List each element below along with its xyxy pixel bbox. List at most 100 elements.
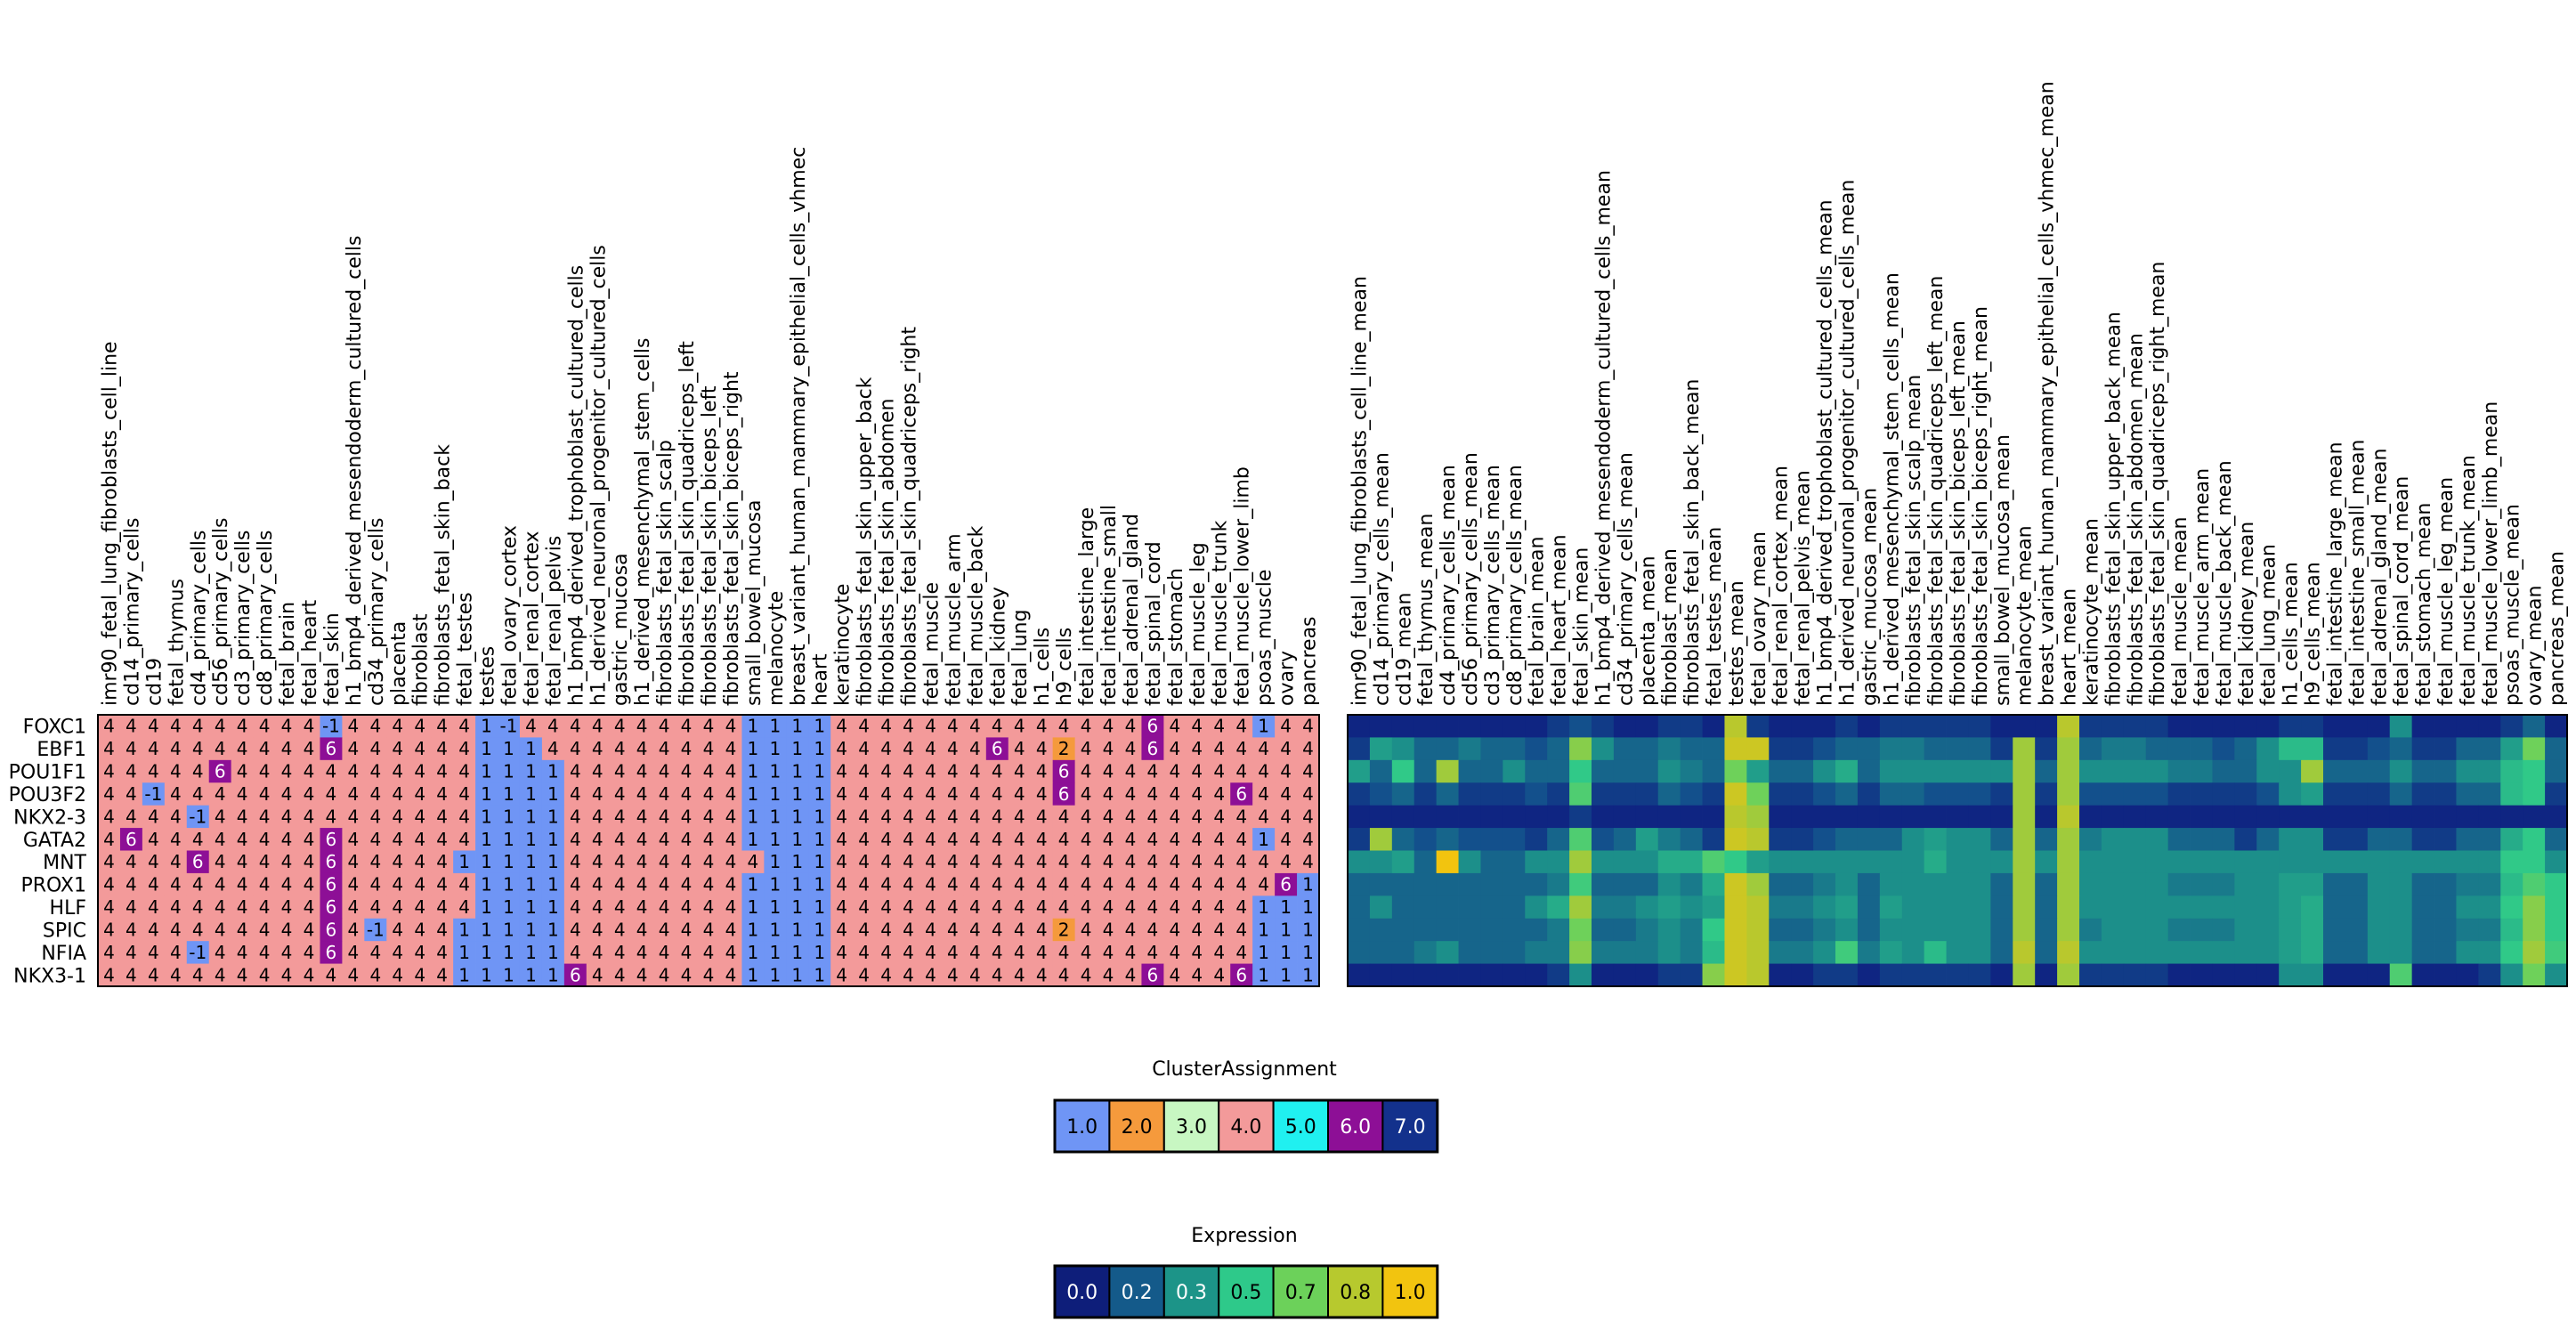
heatmap-cell [1391, 715, 1415, 738]
heatmap-cell [475, 850, 498, 874]
heatmap-cell [608, 828, 632, 851]
cell-label: 4 [1125, 716, 1137, 737]
heatmap-cell [1857, 805, 1881, 829]
heatmap-cell [231, 782, 255, 806]
cell-label: 4 [925, 919, 936, 940]
cell-label: 1 [481, 874, 492, 896]
heatmap-cell [2545, 782, 2568, 806]
cell-label: 4 [947, 964, 959, 985]
cell-label: 4 [392, 783, 403, 805]
heatmap-cell [1186, 737, 1209, 761]
heatmap-cell [409, 872, 432, 896]
cell-label: 4 [1280, 829, 1292, 850]
heatmap-cell [1746, 941, 1770, 964]
heatmap-cell [1252, 850, 1276, 874]
legend-label: 0.0 [1066, 1282, 1098, 1304]
heatmap-cell [1724, 850, 1747, 874]
heatmap-cell [1141, 941, 1164, 964]
heatmap-cell [1297, 941, 1320, 964]
cell-label: 4 [392, 964, 403, 985]
cell-label: 4 [592, 919, 603, 940]
cell-label: 1 [814, 761, 825, 782]
heatmap-cell [297, 850, 320, 874]
heatmap-cell [1879, 782, 1903, 806]
heatmap-cell [563, 782, 587, 806]
heatmap-cell [142, 782, 166, 806]
heatmap-cell [1924, 941, 1947, 964]
heatmap-cell [586, 896, 610, 920]
heatmap-cell [1369, 715, 1393, 738]
heatmap-cell [1030, 782, 1054, 806]
heatmap-cell [1008, 715, 1032, 738]
cell-label: 4 [703, 738, 715, 759]
heatmap-cell [2190, 782, 2213, 806]
heatmap-cell [253, 963, 276, 987]
heatmap-cell [1436, 828, 1459, 851]
heatmap-cell [2234, 941, 2257, 964]
cell-label: 4 [947, 829, 959, 850]
heatmap-cell [119, 828, 143, 851]
heatmap-cell [985, 805, 1009, 829]
cell-label: 4 [592, 738, 603, 759]
heatmap-cell [208, 828, 232, 851]
heatmap-cell [2101, 759, 2125, 783]
cell-label: 4 [103, 783, 115, 805]
heatmap-cell [1813, 941, 1836, 964]
heatmap-cell [1348, 737, 1371, 761]
cell-label: 1 [481, 919, 492, 940]
heatmap-cell [297, 896, 320, 920]
heatmap-cell [2323, 850, 2346, 874]
heatmap-cell [652, 872, 676, 896]
heatmap-cell [652, 828, 676, 851]
heatmap-cell [1901, 828, 1925, 851]
heatmap-cell [697, 715, 720, 738]
cell-label: 4 [170, 964, 182, 985]
heatmap-cell [409, 963, 432, 987]
heatmap-cell [1163, 759, 1187, 783]
heatmap-cell [1008, 963, 1032, 987]
heatmap-cell [186, 782, 210, 806]
cell-label: 4 [458, 874, 470, 896]
heatmap-cell [2389, 737, 2413, 761]
cell-label: 4 [836, 829, 847, 850]
cell-label: 4 [570, 738, 581, 759]
cell-label: 4 [1235, 716, 1247, 737]
column-label: small_bowel_mucosa [743, 499, 766, 706]
heatmap-cell [1186, 963, 1209, 987]
heatmap-cell [431, 872, 454, 896]
heatmap-cell [1857, 759, 1881, 783]
heatmap-cell [431, 715, 454, 738]
heatmap-cell [741, 963, 765, 987]
heatmap-cell [630, 896, 654, 920]
heatmap-cell [98, 963, 121, 987]
cell-label: 4 [148, 964, 159, 985]
heatmap-cell [364, 805, 387, 829]
cell-label: 4 [436, 829, 448, 850]
cell-label: 1 [769, 896, 781, 918]
column-label: fetal_muscle_leg [1187, 542, 1210, 706]
heatmap-cell [2256, 759, 2280, 783]
cell-label: 4 [1213, 896, 1225, 918]
heatmap-cell [563, 828, 587, 851]
cell-label: 4 [659, 829, 670, 850]
cell-label: 4 [436, 964, 448, 985]
heatmap-cell [2389, 759, 2413, 783]
heatmap-cell [1030, 941, 1054, 964]
cell-label: 4 [1302, 761, 1314, 782]
heatmap-cell [2123, 850, 2147, 874]
heatmap-cell [630, 715, 654, 738]
heatmap-cell [2145, 872, 2169, 896]
heatmap-cell [675, 896, 698, 920]
heatmap-cell [498, 805, 521, 829]
heatmap-cell [830, 850, 854, 874]
heatmap-cell [1414, 963, 1438, 987]
cell-label: 4 [348, 761, 360, 782]
column-label: fibroblast [410, 613, 433, 706]
heatmap-cell [1657, 963, 1681, 987]
heatmap-cell [2456, 715, 2479, 738]
heatmap-cell [563, 963, 587, 987]
heatmap-cell [1097, 918, 1120, 942]
column-label: fetal_renal_cortex [521, 531, 543, 706]
heatmap-cell [2434, 850, 2457, 874]
heatmap-cell [2301, 782, 2324, 806]
